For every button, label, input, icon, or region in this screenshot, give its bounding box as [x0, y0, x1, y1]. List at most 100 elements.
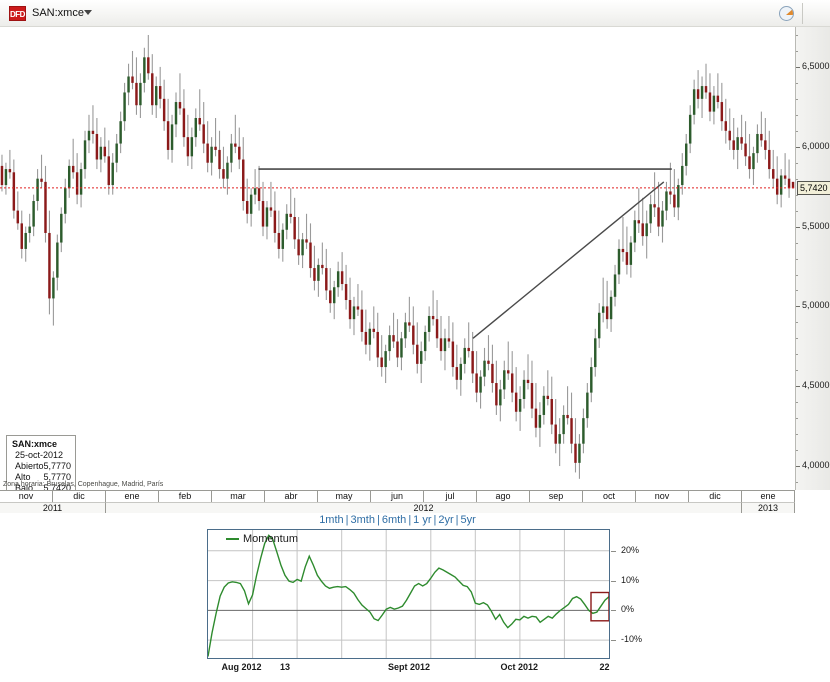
chevron-down-icon[interactable]: [84, 10, 92, 15]
price-axis-tick: [796, 226, 800, 228]
clock-icon[interactable]: [779, 6, 794, 21]
time-axis-year-cell: 2012: [106, 502, 742, 513]
momentum-svg: [207, 530, 610, 658]
time-axis-month-cell: abr: [265, 491, 318, 502]
brand-logo-icon: DFD: [9, 6, 26, 21]
time-axis: nov dic ene feb mar abr may jun jul ago sep oct nov d…: [0, 490, 795, 513]
momentum-axis-label: -10%: [621, 634, 643, 645]
candlestick-svg: [0, 34, 795, 479]
timeframe-link-3mth[interactable]: 3mth: [350, 514, 375, 526]
time-axis-year-cell: 2013: [742, 502, 795, 513]
ohlc-low-value: 5,7420: [43, 483, 71, 493]
timeframe-separator: |: [376, 514, 380, 526]
app-header: DFD SAN:xmce: [0, 0, 830, 27]
price-axis-minor-tick: [796, 258, 798, 260]
timezone-label: Zona horaria: Bruselas, Copenhague, Madr…: [3, 481, 164, 488]
price-axis-minor-tick: [796, 35, 798, 36]
ohlc-date: 25-oct-2012: [15, 450, 64, 460]
price-axis-minor-tick: [796, 338, 798, 340]
price-axis-minor-tick: [796, 418, 798, 420]
current-price-tag: 5,7420: [797, 180, 830, 195]
price-axis-minor-tick: [796, 178, 798, 180]
timeframe-selector[interactable]: 1mth | 3mth | 6mth | 1 yr | 2yr | 5yr: [0, 514, 795, 530]
price-axis-label: 6,5000: [802, 60, 830, 71]
price-axis-minor-tick: [796, 434, 798, 436]
price-axis-tick: [796, 466, 800, 468]
momentum-time-label: Oct 2012: [500, 662, 539, 672]
time-axis-year-cell: 2011: [0, 502, 106, 513]
time-axis-month-cell: ene: [106, 491, 159, 502]
timeframe-link-1yr[interactable]: 1 yr: [413, 514, 432, 526]
symbol-selector-label[interactable]: SAN:xmce: [32, 7, 84, 19]
momentum-time-label: Aug 2012: [221, 662, 262, 672]
momentum-line-swatch: [226, 538, 239, 541]
time-axis-month-cell: dic: [689, 491, 742, 502]
momentum-axis-tick: [611, 610, 616, 612]
ohlc-open-label: Abierto: [15, 461, 44, 471]
price-axis-minor-tick: [796, 114, 798, 116]
price-axis-minor-tick: [796, 402, 798, 404]
price-axis-minor-tick: [796, 290, 798, 292]
time-axis-month-cell: ene: [742, 491, 795, 502]
momentum-axis-tick: [611, 580, 616, 582]
price-axis-minor-tick: [796, 130, 798, 132]
price-axis-minor-tick: [796, 322, 798, 324]
time-axis-month-cell: nov: [0, 491, 53, 502]
time-axis-month-cell: ago: [477, 491, 530, 502]
time-axis-month-cell: oct: [583, 491, 636, 502]
price-axis-minor-tick: [796, 370, 798, 372]
ohlc-row-high: Alto 5,7770: [12, 472, 71, 483]
price-chart-panel: 6,5000 6,0000 5,5000 5,0000 4,5000 4,0000 5,74…: [0, 27, 830, 509]
price-axis-label: 4,0000: [802, 460, 830, 471]
momentum-axis-tick: [611, 640, 616, 642]
price-axis-minor-tick: [796, 242, 798, 244]
ohlc-symbol: SAN:xmce: [12, 439, 58, 449]
time-axis-month-cell: mar: [212, 491, 265, 502]
momentum-axis-label: 0%: [621, 604, 635, 615]
price-axis-minor-tick: [796, 98, 798, 100]
timeframe-separator: |: [345, 514, 349, 526]
price-axis[interactable]: 6,5000 6,0000 5,5000 5,0000 4,5000 4,0000 5,74…: [795, 27, 830, 490]
price-axis-minor-tick: [796, 354, 798, 356]
timeframe-link-2yr[interactable]: 2yr: [438, 514, 454, 526]
momentum-axis-label: 20%: [621, 544, 640, 555]
time-axis-month-cell: may: [318, 491, 371, 502]
price-axis-minor-tick: [796, 82, 798, 84]
timeframe-link-6mth[interactable]: 6mth: [381, 514, 407, 526]
price-axis-tick: [796, 306, 800, 308]
momentum-chart-panel[interactable]: Momentum: [207, 529, 610, 659]
momentum-axis-tick: [611, 550, 616, 552]
time-axis-month-cell: sep: [530, 491, 583, 502]
time-axis-month-cell: nov: [636, 491, 689, 502]
momentum-time-label: 13: [280, 662, 291, 672]
momentum-legend-label: Momentum: [243, 533, 299, 545]
price-axis-minor-tick: [796, 50, 798, 52]
timeframe-separator: |: [433, 514, 437, 526]
time-axis-month-cell: jul: [424, 491, 477, 502]
price-axis-label: 4,5000: [802, 380, 830, 391]
timeframe-link-5yr[interactable]: 5yr: [460, 514, 476, 526]
momentum-axis-label: 10%: [621, 574, 640, 585]
price-axis-minor-tick: [796, 162, 798, 164]
price-plot-area[interactable]: [0, 27, 795, 490]
ohlc-low-label: Bajo: [15, 483, 34, 493]
price-axis-tick: [796, 66, 800, 68]
header-divider: [802, 3, 803, 24]
timeframe-separator: |: [455, 514, 459, 526]
price-axis-minor-tick: [796, 482, 798, 483]
price-axis-minor-tick: [796, 194, 798, 196]
ohlc-row-low: Bajo 5,7420: [12, 483, 71, 494]
price-axis-tick: [796, 386, 800, 388]
momentum-value-axis: 20% 10% 0% -10%: [611, 529, 671, 659]
price-axis-label: 5,5000: [802, 220, 830, 231]
momentum-time-label: 22: [599, 662, 610, 672]
price-axis-label: 6,0000: [802, 140, 830, 151]
ohlc-row-open: Abierto 5,7770: [12, 461, 71, 472]
momentum-time-label: Sept 2012: [388, 662, 431, 672]
ohlc-high-label: Alto: [15, 472, 31, 482]
price-axis-minor-tick: [796, 274, 798, 276]
timeframe-link-1mth[interactable]: 1mth: [319, 514, 344, 526]
price-axis-label: 5,0000: [802, 300, 830, 311]
timeframe-separator: |: [408, 514, 412, 526]
